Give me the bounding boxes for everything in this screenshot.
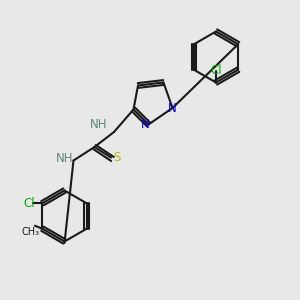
Text: N: N bbox=[168, 101, 177, 115]
Text: NH: NH bbox=[90, 118, 108, 131]
Text: Cl: Cl bbox=[210, 64, 222, 77]
Text: Cl: Cl bbox=[23, 197, 35, 210]
Text: S: S bbox=[113, 151, 121, 164]
Text: CH₃: CH₃ bbox=[21, 227, 40, 237]
Text: NH: NH bbox=[56, 152, 73, 166]
Text: N: N bbox=[141, 118, 150, 131]
